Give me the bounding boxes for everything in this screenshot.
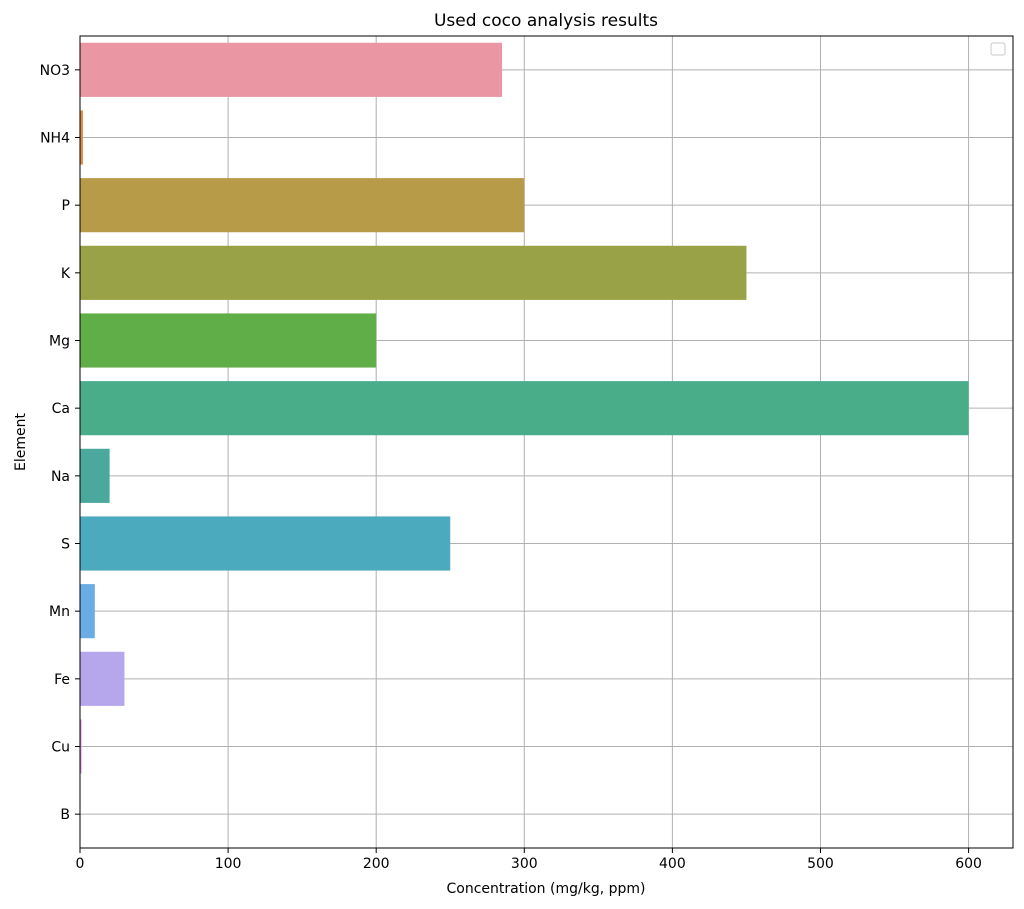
legend-box: [990, 42, 1006, 56]
bar-k: [80, 245, 747, 300]
x-tick-label: 100: [215, 856, 242, 872]
y-axis-title: Element: [13, 413, 29, 471]
x-tick-labels: 0 100 200 300 400 500 600: [76, 848, 982, 872]
x-tick-label: 0: [76, 856, 85, 872]
y-tick-label: S: [61, 537, 70, 553]
y-tick-label: Cu: [51, 740, 70, 756]
bar-no3: [80, 42, 503, 97]
bar-cu: [80, 719, 82, 774]
bar-p: [80, 178, 525, 233]
bar-ca: [80, 381, 969, 436]
x-tick-label: 400: [659, 856, 686, 872]
bar-na: [80, 448, 110, 503]
bars: [80, 42, 969, 842]
bar-mg: [80, 313, 377, 368]
grid: [79, 36, 1013, 848]
y-tick-label: NO3: [40, 63, 70, 79]
y-tick-label: Mn: [49, 604, 70, 620]
x-axis-title: Concentration (mg/kg, ppm): [447, 881, 646, 897]
y-tick-label: Fe: [54, 672, 70, 688]
bar-nh4: [80, 110, 83, 165]
bar-fe: [80, 651, 125, 706]
bar-s: [80, 516, 451, 571]
legend: [990, 42, 1006, 56]
x-tick-label: 500: [807, 856, 834, 872]
x-tick-label: 200: [363, 856, 390, 872]
y-tick-label: P: [62, 198, 70, 214]
y-tick-label: K: [61, 266, 71, 282]
y-tick-label: Na: [51, 469, 70, 485]
y-tick-label: NH4: [40, 131, 70, 147]
x-tick-label: 300: [511, 856, 538, 872]
plot-frame: [79, 35, 1014, 849]
y-tick-labels: NO3 NH4 P K Mg Ca Na S Mn Fe Cu B: [40, 63, 80, 823]
y-tick-label: B: [60, 807, 70, 823]
y-tick-label: Mg: [49, 334, 70, 350]
y-tick-label: Ca: [52, 401, 70, 417]
bar-mn: [80, 584, 95, 639]
chart-title: Used coco analysis results: [434, 11, 658, 31]
x-tick-label: 600: [955, 856, 982, 872]
